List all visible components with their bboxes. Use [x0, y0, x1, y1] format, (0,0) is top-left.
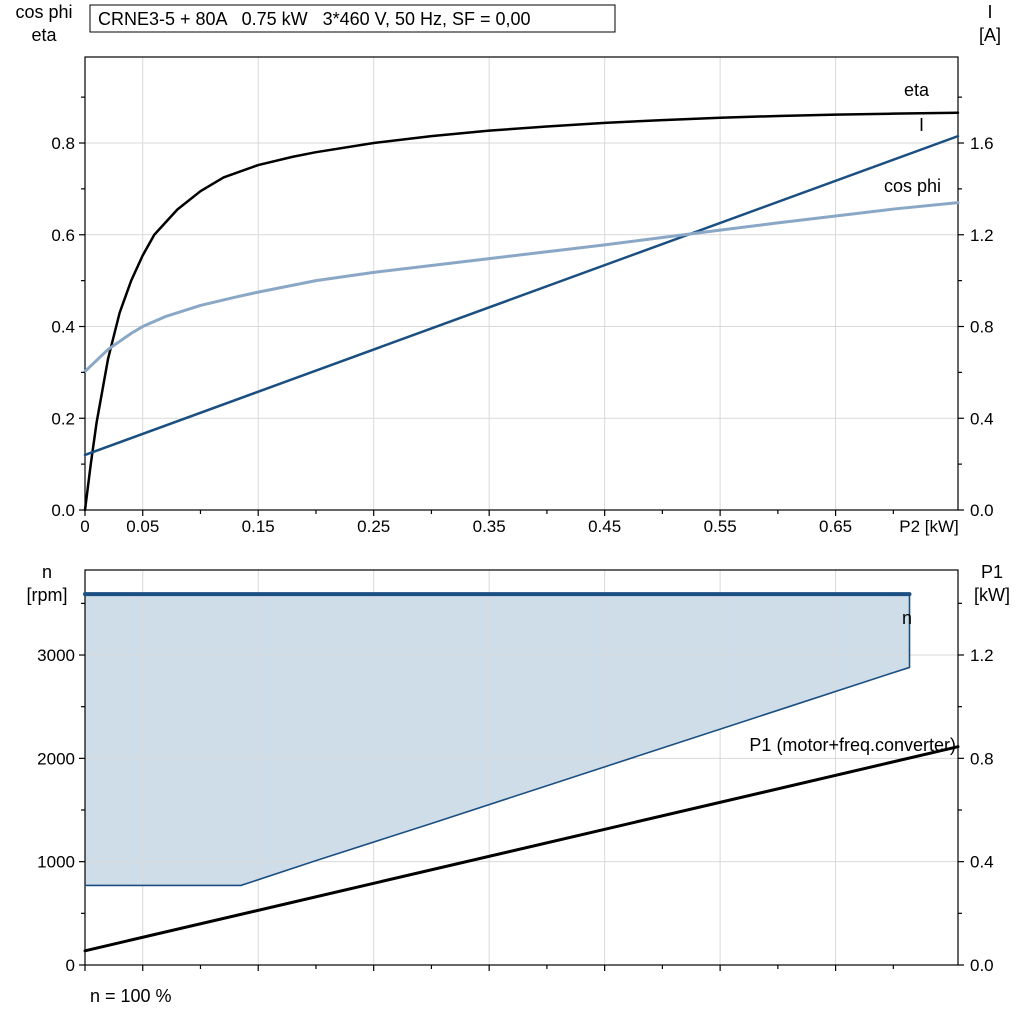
top-left-axis-label-line1: cos phi [15, 2, 72, 22]
top-plot-frame [84, 56, 959, 511]
bottom-plot-frame [84, 569, 959, 966]
svg-text:1000: 1000 [37, 853, 75, 872]
svg-text:0.8: 0.8 [51, 134, 75, 153]
bottom-right-axis-label-line2: [kW] [974, 585, 1010, 605]
bottom-right-axis-label-line1: P1 [981, 562, 1003, 582]
p1-curve-label: P1 (motor+freq.converter) [749, 735, 956, 755]
svg-text:0.0: 0.0 [51, 501, 75, 520]
svg-text:0.2: 0.2 [51, 409, 75, 428]
cos-phi-curve-label: cos phi [884, 176, 941, 196]
top-tick-labels: 0 0.05 0.15 0.25 0.35 0.45 0.55 0.65 0.0 0.2 0.4 0.… [51, 134, 993, 536]
bottom-series [83, 592, 960, 953]
speed-footnote: n = 100 % [90, 986, 172, 1006]
svg-text:0.8: 0.8 [970, 749, 994, 768]
top-chart: 0 0.05 0.15 0.25 0.35 0.45 0.55 0.65 0.0 0.2 0.4 0.… [15, 2, 1001, 536]
title-box [89, 4, 616, 33]
svg-text:3000: 3000 [37, 646, 75, 665]
x-axis-unit-label: P2 [kW] [899, 517, 959, 536]
top-right-axis-label-line2: [A] [979, 25, 1001, 45]
svg-text:2000: 2000 [37, 749, 75, 768]
svg-text:0: 0 [80, 517, 89, 536]
svg-text:0.35: 0.35 [473, 517, 506, 536]
speed-band-region [85, 594, 910, 886]
speed-band-label: n [902, 608, 912, 628]
svg-text:0.15: 0.15 [242, 517, 275, 536]
top-gridlines [85, 57, 958, 510]
svg-text:1.2: 1.2 [970, 226, 994, 245]
bottom-chart: 0 1000 2000 3000 0.0 0.4 0.8 1.2 n [rpm] P1 [kW… [26, 562, 1010, 1006]
svg-text:0.55: 0.55 [704, 517, 737, 536]
bottom-left-axis-label-line2: [rpm] [26, 585, 67, 605]
svg-text:0.45: 0.45 [588, 517, 621, 536]
eta-curve-label: eta [904, 80, 930, 100]
chart-title: CRNE3-5 + 80A 0.75 kW 3*460 V, 50 Hz, SF… [98, 9, 531, 29]
svg-text:1.6: 1.6 [970, 134, 994, 153]
top-left-axis-label-line2: eta [31, 25, 57, 45]
svg-text:0.6: 0.6 [51, 226, 75, 245]
svg-text:0.25: 0.25 [357, 517, 390, 536]
svg-text:1.2: 1.2 [970, 646, 994, 665]
svg-text:0.4: 0.4 [970, 853, 994, 872]
svg-text:0.65: 0.65 [819, 517, 852, 536]
svg-text:0.05: 0.05 [126, 517, 159, 536]
bottom-axis-ticks [79, 602, 964, 971]
svg-text:0.0: 0.0 [970, 501, 994, 520]
svg-text:0.8: 0.8 [970, 318, 994, 337]
svg-text:0: 0 [66, 956, 75, 975]
svg-text:0.0: 0.0 [970, 956, 994, 975]
top-series [83, 111, 960, 512]
svg-text:0.4: 0.4 [970, 409, 994, 428]
current-curve-label: I [919, 115, 924, 135]
svg-text:0.4: 0.4 [51, 318, 75, 337]
bottom-tick-labels: 0 1000 2000 3000 0.0 0.4 0.8 1.2 [37, 646, 993, 975]
bottom-left-axis-label-line1: n [42, 562, 52, 582]
top-right-axis-label-line1: I [987, 2, 992, 22]
top-axis-ticks [79, 96, 964, 516]
